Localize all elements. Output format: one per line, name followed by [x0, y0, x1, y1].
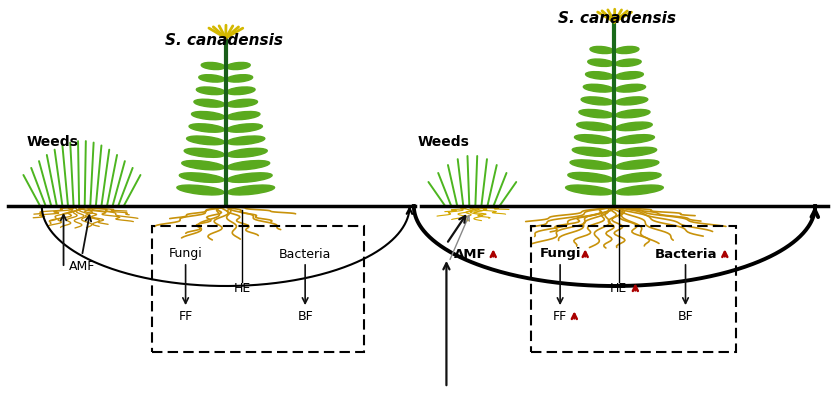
Ellipse shape	[588, 59, 614, 66]
Ellipse shape	[566, 185, 613, 195]
Text: Weeds: Weeds	[27, 135, 79, 149]
Ellipse shape	[616, 160, 659, 169]
Text: Fungi: Fungi	[539, 248, 581, 260]
Ellipse shape	[177, 185, 224, 195]
Ellipse shape	[201, 62, 225, 70]
Text: Weeds: Weeds	[418, 135, 470, 149]
Text: HE: HE	[610, 282, 627, 294]
Ellipse shape	[615, 84, 645, 92]
Ellipse shape	[581, 97, 614, 105]
Text: FF: FF	[553, 310, 568, 322]
Text: BF: BF	[678, 310, 693, 322]
Ellipse shape	[570, 160, 613, 169]
Ellipse shape	[227, 173, 272, 182]
Ellipse shape	[227, 160, 270, 170]
Ellipse shape	[199, 75, 225, 82]
Ellipse shape	[615, 97, 648, 105]
Ellipse shape	[616, 172, 661, 182]
Ellipse shape	[615, 122, 652, 131]
Text: BF: BF	[298, 310, 313, 322]
Text: AMF: AMF	[69, 260, 95, 272]
Ellipse shape	[615, 46, 639, 54]
Ellipse shape	[590, 46, 614, 54]
Ellipse shape	[615, 72, 644, 79]
Ellipse shape	[191, 112, 225, 120]
Ellipse shape	[615, 59, 641, 66]
Text: S. canadensis: S. canadensis	[558, 11, 676, 26]
Text: Bacteria: Bacteria	[655, 248, 716, 260]
Text: Fungi: Fungi	[169, 248, 202, 260]
Ellipse shape	[615, 110, 650, 118]
Text: Bacteria: Bacteria	[279, 248, 331, 260]
Ellipse shape	[227, 148, 268, 157]
Ellipse shape	[180, 173, 224, 182]
Ellipse shape	[227, 87, 255, 95]
Ellipse shape	[585, 72, 614, 79]
Ellipse shape	[616, 185, 663, 195]
Ellipse shape	[616, 135, 655, 144]
Ellipse shape	[196, 87, 225, 95]
Ellipse shape	[227, 124, 263, 132]
Ellipse shape	[573, 147, 613, 156]
Ellipse shape	[227, 62, 250, 70]
Ellipse shape	[568, 172, 613, 182]
Ellipse shape	[184, 148, 224, 157]
Ellipse shape	[194, 99, 225, 107]
Text: FF: FF	[178, 310, 193, 322]
Ellipse shape	[227, 75, 252, 82]
Ellipse shape	[227, 185, 274, 195]
Ellipse shape	[584, 84, 614, 92]
Ellipse shape	[227, 136, 265, 145]
Ellipse shape	[574, 135, 613, 144]
Text: S. canadensis: S. canadensis	[165, 33, 283, 48]
Text: AMF: AMF	[453, 248, 487, 260]
Ellipse shape	[579, 110, 614, 118]
Ellipse shape	[577, 122, 614, 131]
Ellipse shape	[227, 99, 257, 107]
Ellipse shape	[186, 136, 225, 145]
Ellipse shape	[181, 160, 224, 170]
Text: HE: HE	[234, 282, 251, 294]
Ellipse shape	[616, 147, 656, 156]
Ellipse shape	[227, 112, 260, 120]
Ellipse shape	[189, 124, 225, 132]
